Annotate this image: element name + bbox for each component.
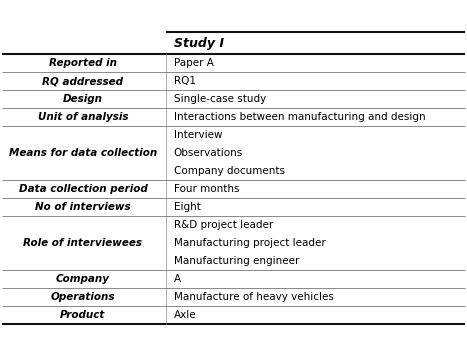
Text: Paper A: Paper A — [174, 58, 214, 68]
Text: Eight: Eight — [174, 202, 201, 212]
Text: Study I: Study I — [174, 37, 224, 49]
Text: Manufacturing project leader: Manufacturing project leader — [174, 238, 325, 248]
Text: Company documents: Company documents — [174, 166, 285, 176]
Text: Means for data collection: Means for data collection — [9, 148, 157, 158]
Text: Four months: Four months — [174, 184, 239, 194]
Text: Company: Company — [56, 274, 110, 284]
Text: RQ1: RQ1 — [174, 76, 196, 86]
Text: RQ addressed: RQ addressed — [42, 76, 123, 86]
Text: Unit of analysis: Unit of analysis — [38, 112, 128, 122]
Text: Product: Product — [60, 310, 106, 320]
Text: Design: Design — [63, 94, 103, 104]
Text: Operations: Operations — [50, 292, 115, 302]
Text: Axle: Axle — [174, 310, 197, 320]
Text: Interactions between manufacturing and design: Interactions between manufacturing and d… — [174, 112, 425, 122]
Text: No of interviews: No of interviews — [35, 202, 131, 212]
Text: A: A — [174, 274, 181, 284]
Text: Observations: Observations — [174, 148, 243, 158]
Text: Interview: Interview — [174, 130, 222, 140]
Text: Single-case study: Single-case study — [174, 94, 266, 104]
Text: R&D project leader: R&D project leader — [174, 220, 273, 230]
Text: Role of interviewees: Role of interviewees — [23, 238, 142, 248]
Text: Manufacture of heavy vehicles: Manufacture of heavy vehicles — [174, 292, 333, 302]
Text: Reported in: Reported in — [49, 58, 117, 68]
Text: Data collection period: Data collection period — [19, 184, 147, 194]
Text: Manufacturing engineer: Manufacturing engineer — [174, 256, 299, 266]
